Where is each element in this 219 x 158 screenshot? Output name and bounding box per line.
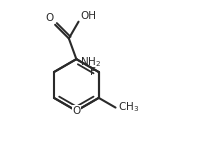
- Text: O: O: [45, 13, 53, 23]
- Text: O: O: [72, 106, 81, 116]
- Text: NH$_2$: NH$_2$: [80, 55, 101, 69]
- Text: F: F: [90, 67, 95, 77]
- Text: CH$_3$: CH$_3$: [118, 101, 139, 115]
- Text: OH: OH: [81, 11, 97, 21]
